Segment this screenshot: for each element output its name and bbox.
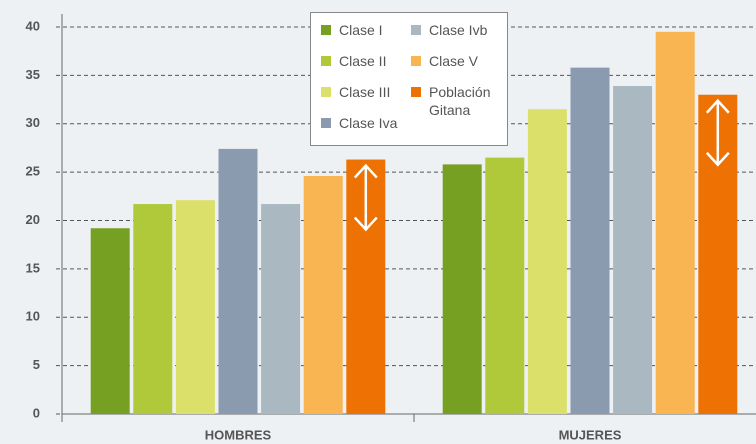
bar — [527, 109, 567, 415]
legend-swatch — [411, 87, 421, 97]
bar — [655, 31, 695, 415]
arrow — [705, 98, 730, 167]
bar — [442, 164, 482, 414]
legend: Clase I Clase Ivb Clase II Clase V Clase III… — [310, 12, 508, 146]
arrow — [353, 163, 378, 232]
legend-swatch — [321, 25, 331, 35]
legend-swatch — [321, 118, 331, 128]
bar — [303, 175, 343, 414]
bar — [133, 204, 173, 414]
legend-item: Clase Iva — [317, 114, 407, 145]
y-tick-label: 15 — [26, 260, 40, 275]
y-tick-label: 0 — [33, 405, 40, 420]
legend-label: Clase Iva — [339, 115, 398, 131]
y-tick-label: 35 — [26, 67, 40, 82]
y-tick-label: 10 — [26, 309, 40, 324]
bar — [613, 86, 653, 414]
x-tick-label: HOMBRES — [205, 427, 272, 442]
legend-swatch — [411, 25, 421, 35]
bar — [570, 67, 610, 414]
legend-label: Clase Ivb — [429, 22, 488, 38]
legend-label: Clase II — [339, 53, 387, 69]
bar — [90, 228, 130, 414]
y-tick-label: 30 — [26, 115, 40, 130]
x-tick-label: MUJERES — [559, 427, 622, 442]
y-tick-label: 20 — [26, 212, 40, 227]
legend-label: Clase III — [339, 84, 391, 100]
legend-swatch — [321, 56, 331, 66]
legend-item: Clase V — [407, 52, 507, 83]
legend-label: Clase I — [339, 22, 383, 38]
legend-swatch — [411, 56, 421, 66]
y-tick-label: 25 — [26, 164, 40, 179]
bar — [485, 157, 525, 415]
legend-item: Clase II — [317, 52, 407, 83]
legend-item: Clase Ivb — [407, 21, 507, 52]
bar — [175, 200, 215, 414]
y-tick-label: 5 — [33, 357, 40, 372]
y-tick-label: 40 — [26, 18, 40, 33]
legend-label: Población Gitana — [429, 84, 491, 118]
bar — [261, 204, 301, 414]
legend-item: Clase I — [317, 21, 407, 52]
legend-item: Población Gitana — [407, 83, 507, 145]
legend-item: Clase III — [317, 83, 407, 114]
bar — [218, 148, 258, 414]
legend-label: Clase V — [429, 53, 479, 69]
legend-swatch — [321, 87, 331, 97]
